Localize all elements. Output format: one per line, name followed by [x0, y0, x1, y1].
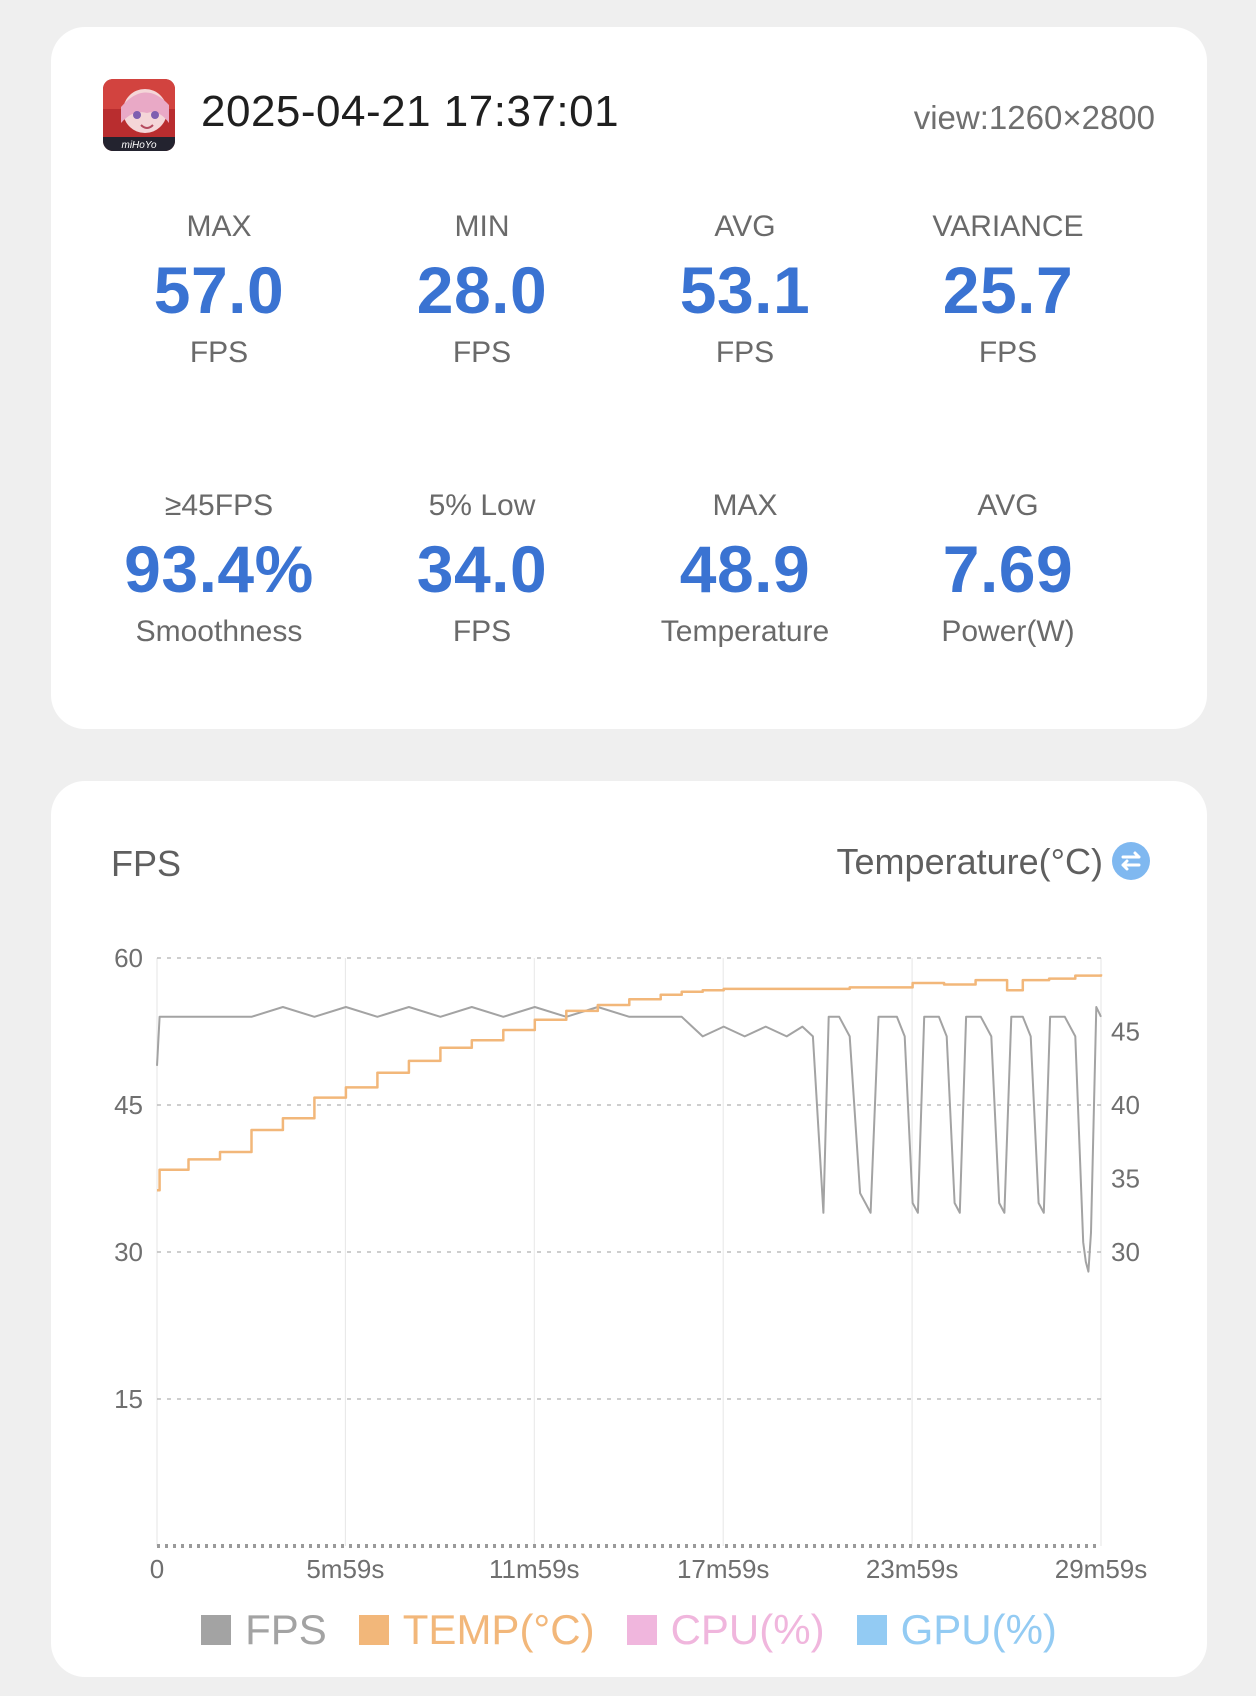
- stat-label: AVG: [977, 489, 1039, 522]
- stat-value: 25.7: [942, 253, 1074, 327]
- stat-unit: FPS: [452, 615, 512, 648]
- stat-unit: FPS: [978, 336, 1038, 369]
- chart-legend: FPS TEMP(°C) CPU(%) GPU(%): [51, 1604, 1207, 1656]
- series-line-1: [157, 974, 1103, 1192]
- y-left-tick-label: 15: [114, 1384, 143, 1414]
- stat-unit: FPS: [715, 336, 775, 369]
- stat-variance: VARIANCE 25.7 FPS: [878, 207, 1138, 373]
- view-resolution: view:1260×2800: [913, 99, 1155, 136]
- x-tick-label: 23m59s: [866, 1554, 959, 1584]
- stat-unit: Temperature: [660, 615, 830, 648]
- y-right-tick-label: 30: [1111, 1237, 1140, 1267]
- stat-value: 7.69: [942, 532, 1074, 606]
- x-tick-label: 0: [150, 1554, 164, 1584]
- legend-label-cpu: CPU(%): [670, 1606, 825, 1653]
- fps-temperature-chart: 15 30 45 60 30 35 40 45 0 5m59s 11m59s 17m59s 23m59s…: [114, 943, 1148, 1584]
- y-right-tick-label: 35: [1111, 1164, 1140, 1194]
- stat-unit: Smoothness: [135, 615, 303, 648]
- legend-swatch-fps: [201, 1615, 232, 1645]
- stat-label: VARIANCE: [932, 210, 1084, 243]
- stat-smoothness: ≥45FPS 93.4% Smoothness: [89, 486, 349, 652]
- stat-avg-power: AVG 7.69 Power(W): [878, 486, 1138, 652]
- stat-value: 48.9: [679, 532, 811, 606]
- stat-value: 57.0: [153, 253, 285, 327]
- legend-label-fps: FPS: [245, 1606, 327, 1653]
- x-tick-label: 5m59s: [306, 1554, 384, 1584]
- x-tick-label: 17m59s: [677, 1554, 770, 1584]
- stat-value: 93.4%: [124, 532, 314, 606]
- legend-item-fps[interactable]: FPS: [201, 1606, 327, 1654]
- session-datetime: 2025-04-21 17:37:01: [201, 87, 620, 136]
- stat-min-fps: MIN 28.0 FPS: [352, 207, 612, 373]
- legend-label-gpu: GPU(%): [900, 1606, 1057, 1653]
- stat-label: AVG: [714, 210, 776, 243]
- stat-value: 28.0: [416, 253, 548, 327]
- summary-card: miHoYo 2025-04-21 17:37:01 view:1260×280…: [51, 27, 1207, 729]
- stat-label: MAX: [186, 210, 252, 243]
- x-tick-label: 11m59s: [489, 1554, 580, 1584]
- chart-right-axis-title[interactable]: Temperature(°C): [836, 841, 1103, 882]
- stat-max-fps: MAX 57.0 FPS: [89, 207, 349, 373]
- stat-label: 5% Low: [428, 489, 536, 522]
- swap-arrows-icon[interactable]: [1112, 842, 1150, 880]
- stat-unit: FPS: [452, 336, 512, 369]
- legend-item-gpu[interactable]: GPU(%): [856, 1606, 1057, 1654]
- legend-label-temp: TEMP(°C): [402, 1606, 595, 1653]
- y-left-tick-label: 45: [114, 1090, 143, 1120]
- app-icon-brand-text: miHoYo: [121, 140, 156, 151]
- stat-unit: Power(W): [941, 615, 1075, 648]
- app-icon: miHoYo: [103, 79, 175, 151]
- legend-swatch-gpu: [856, 1615, 887, 1645]
- legend-item-cpu[interactable]: CPU(%): [626, 1606, 825, 1654]
- chart-left-axis-title: FPS: [111, 843, 182, 884]
- stat-5pct-low: 5% Low 34.0 FPS: [352, 486, 612, 652]
- legend-item-temp[interactable]: TEMP(°C): [358, 1606, 595, 1654]
- stat-value: 53.1: [679, 253, 811, 327]
- stat-label: MIN: [454, 210, 510, 243]
- legend-swatch-cpu: [626, 1615, 657, 1645]
- stat-label: MAX: [712, 489, 778, 522]
- stat-value: 34.0: [416, 532, 548, 606]
- chart-card: FPS Temperature(°C) 15 30 45 60 30 35 40 45 0 5m5…: [51, 781, 1207, 1677]
- x-tick-label: 29m59s: [1055, 1554, 1148, 1584]
- y-right-tick-label: 45: [1111, 1017, 1140, 1047]
- stat-unit: FPS: [189, 336, 249, 369]
- stat-label: ≥45FPS: [164, 489, 274, 522]
- stat-max-temperature: MAX 48.9 Temperature: [615, 486, 875, 652]
- y-right-tick-label: 40: [1111, 1090, 1140, 1120]
- y-left-tick-label: 30: [114, 1237, 143, 1267]
- stat-avg-fps: AVG 53.1 FPS: [615, 207, 875, 373]
- y-left-tick-label: 60: [114, 943, 143, 973]
- legend-swatch-temp: [358, 1615, 389, 1645]
- series-line-0: [156, 1006, 1102, 1273]
